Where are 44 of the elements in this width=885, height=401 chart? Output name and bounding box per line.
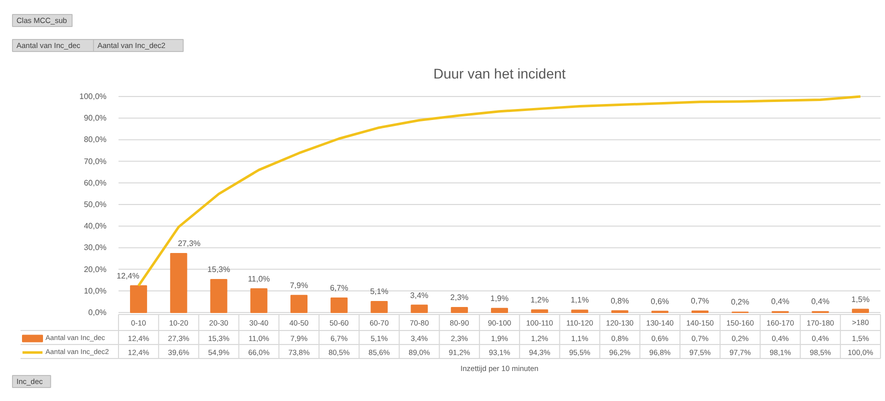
bar	[210, 278, 228, 313]
bar	[290, 294, 308, 313]
text: 1,2%	[530, 296, 549, 305]
text: 0,8%	[610, 296, 629, 306]
y-tick-label: 50,0%	[84, 200, 107, 209]
text: 1,9%	[490, 294, 509, 303]
text: 0,2%	[731, 298, 750, 307]
text: 6,7%	[330, 284, 348, 293]
y-tick-label: 90,0%	[84, 114, 107, 123]
text: 11,0%	[248, 274, 270, 284]
text: 0,7%	[690, 296, 710, 306]
chart-title: Duur van het incident	[433, 66, 566, 82]
bar	[250, 288, 268, 313]
y-tick-label: 80,0%	[84, 135, 107, 144]
y-tick-label: 30,0%	[84, 243, 107, 252]
bar	[370, 300, 388, 313]
y-tick-label: 100,0%	[79, 92, 107, 101]
text: 0,6%	[650, 296, 670, 306]
y-tick-label: 40,0%	[84, 222, 107, 231]
text: 2,3%	[450, 293, 469, 302]
text: 15,3%	[207, 265, 230, 274]
bar	[330, 298, 348, 313]
text: 3,4%	[410, 290, 428, 300]
bar	[571, 310, 588, 313]
y-tick-label: 60,0%	[84, 178, 107, 188]
bar	[490, 308, 508, 313]
text: 5,1%	[370, 287, 388, 296]
text: 0,4%	[811, 297, 830, 306]
text: 27,3%	[178, 239, 201, 248]
y-tick-label: 20,0%	[84, 264, 107, 274]
bar	[852, 308, 869, 313]
text: 12,4%	[116, 271, 140, 280]
text: 7,9%	[290, 281, 308, 290]
y-tick-label: 10,0%	[84, 286, 107, 296]
bar	[450, 307, 468, 313]
bar	[410, 304, 428, 313]
text: 1,5%	[851, 294, 870, 304]
y-tick-label: 70,0%	[84, 156, 107, 166]
y-tick-label: 0,0%	[88, 308, 106, 317]
bar	[531, 309, 548, 313]
bar	[130, 285, 148, 313]
text: 1,1%	[570, 296, 589, 305]
text: 0,4%	[771, 297, 790, 306]
bar	[170, 253, 188, 313]
